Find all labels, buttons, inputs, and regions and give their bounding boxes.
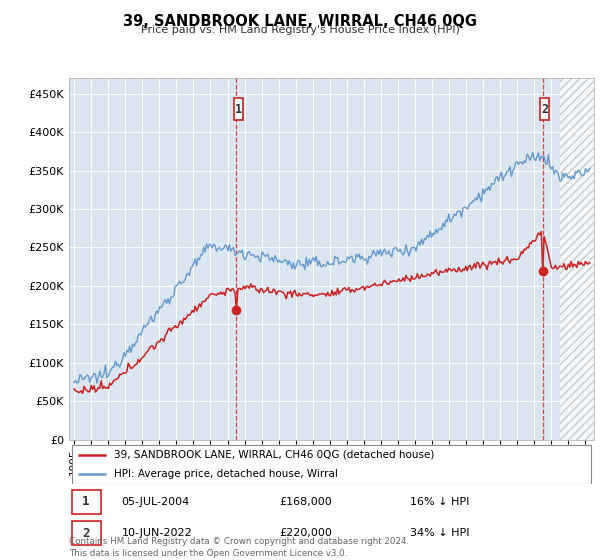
- Text: 2: 2: [541, 102, 548, 116]
- Text: 39, SANDBROOK LANE, WIRRAL, CH46 0QG: 39, SANDBROOK LANE, WIRRAL, CH46 0QG: [123, 14, 477, 29]
- Text: 2: 2: [82, 526, 89, 540]
- Text: 16% ↓ HPI: 16% ↓ HPI: [410, 497, 470, 507]
- FancyBboxPatch shape: [71, 521, 101, 545]
- Text: 1: 1: [82, 495, 89, 508]
- FancyBboxPatch shape: [233, 99, 243, 120]
- FancyBboxPatch shape: [540, 99, 549, 120]
- Text: 10-JUN-2022: 10-JUN-2022: [121, 528, 192, 538]
- Text: 05-JUL-2004: 05-JUL-2004: [121, 497, 190, 507]
- FancyBboxPatch shape: [71, 489, 101, 514]
- Text: Price paid vs. HM Land Registry's House Price Index (HPI): Price paid vs. HM Land Registry's House …: [140, 25, 460, 35]
- Text: 39, SANDBROOK LANE, WIRRAL, CH46 0QG (detached house): 39, SANDBROOK LANE, WIRRAL, CH46 0QG (de…: [113, 450, 434, 460]
- Text: Contains HM Land Registry data © Crown copyright and database right 2024.
This d: Contains HM Land Registry data © Crown c…: [69, 537, 409, 558]
- Text: £220,000: £220,000: [279, 528, 332, 538]
- Text: 1: 1: [235, 102, 242, 116]
- Text: HPI: Average price, detached house, Wirral: HPI: Average price, detached house, Wirr…: [113, 469, 337, 478]
- FancyBboxPatch shape: [71, 445, 592, 484]
- Text: £168,000: £168,000: [279, 497, 332, 507]
- Text: 34% ↓ HPI: 34% ↓ HPI: [410, 528, 470, 538]
